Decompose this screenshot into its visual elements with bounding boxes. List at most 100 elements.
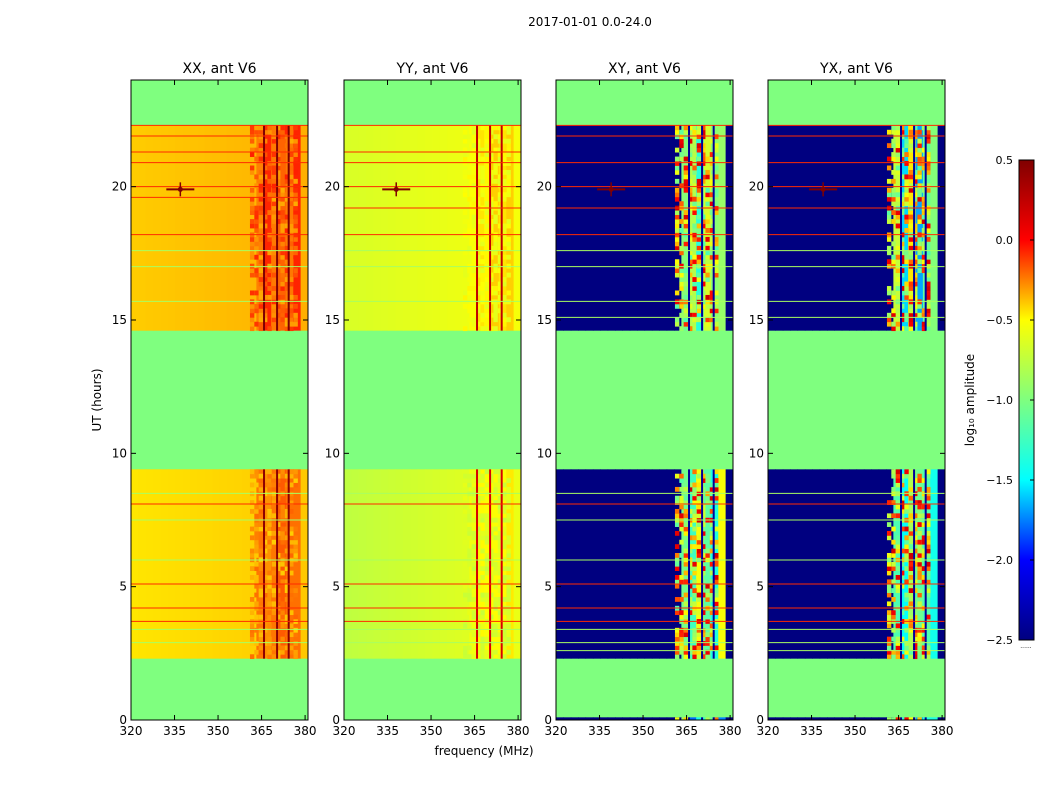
heatmap-cell (506, 632, 511, 638)
heatmap-cell (585, 125, 594, 331)
channel-gap (688, 717, 691, 720)
heatmap-cell (502, 636, 507, 642)
heatmap-cell (701, 566, 706, 572)
heatmap-cell (908, 286, 914, 291)
heatmap-cell (688, 272, 693, 278)
heatmap-cell (284, 286, 290, 291)
heatmap-cell (263, 165, 268, 171)
heatmap-cell (834, 717, 843, 720)
heatmap-cell (705, 717, 710, 720)
y-tick-label: 20 (749, 180, 764, 194)
heatmap-cell (497, 178, 503, 184)
heatmap-cell (502, 277, 507, 282)
heatmap-cell (373, 469, 382, 659)
heatmap-cell (688, 263, 693, 269)
heatmap-cell (276, 552, 281, 558)
heatmap-cell (886, 125, 894, 331)
heatmap-cell (153, 469, 162, 659)
heatmap-cell (289, 636, 294, 642)
heatmap-cell (254, 219, 259, 224)
heatmap-cell (926, 535, 931, 541)
heatmap-cell (930, 125, 939, 331)
heatmap-cell (280, 526, 285, 532)
heatmap-cell (476, 138, 481, 144)
heatmap-cell (497, 192, 503, 198)
heatmap-cell (674, 236, 680, 242)
heatmap-cell (683, 326, 689, 332)
heatmap-cell (696, 294, 702, 300)
heatmap-cell (410, 469, 419, 659)
heatmap-cell (480, 147, 485, 153)
heatmap-cell (913, 147, 918, 153)
channel-gap (913, 469, 916, 659)
heatmap-cell (895, 165, 901, 171)
heatmap-cell (462, 228, 468, 233)
heatmap-cell (467, 286, 472, 291)
heatmap-cell (705, 500, 710, 505)
heatmap-cell (462, 250, 468, 256)
heatmap-cell (886, 219, 892, 224)
heatmap-cell (926, 321, 931, 327)
heatmap-cell (175, 125, 184, 331)
heatmap-cell (258, 303, 264, 309)
heatmap-cell (271, 473, 277, 479)
heatmap-cell (258, 312, 264, 318)
heatmap-cell (498, 469, 507, 659)
heatmap-cell (293, 169, 298, 175)
heatmap-cell (271, 290, 277, 296)
heatmap-cell (871, 469, 880, 659)
heatmap-cell (254, 508, 259, 514)
heatmap-cell (258, 526, 264, 532)
heatmap-cell (913, 187, 918, 193)
heatmap-cell (692, 636, 697, 642)
heatmap-cell (284, 250, 290, 256)
heatmap-cell (937, 125, 945, 331)
heatmap-cell (926, 561, 931, 567)
heatmap-cell (467, 654, 472, 660)
heatmap-cell (891, 138, 896, 144)
heatmap-cell (462, 326, 468, 332)
heatmap-cell (692, 201, 697, 207)
heatmap-cell (249, 610, 255, 616)
heatmap-cell (502, 223, 507, 229)
heatmap-cell (462, 649, 468, 655)
heatmap-cell (249, 272, 255, 278)
heatmap-cell (891, 500, 896, 505)
heatmap-cell (366, 125, 375, 331)
heatmap-cell (709, 482, 715, 488)
heatmap-cell (878, 125, 887, 331)
heatmap-cell (480, 250, 485, 256)
heatmap-cell (705, 263, 710, 269)
heatmap-cell (692, 579, 697, 585)
heatmap-cell (692, 183, 697, 189)
heatmap-cell (679, 201, 684, 207)
heatmap-cell (705, 654, 710, 660)
heatmap-cell (921, 548, 927, 554)
heatmap-cell (403, 125, 411, 331)
heatmap-cell (489, 623, 494, 629)
heatmap-cell (926, 210, 931, 216)
heatmap-cell (471, 552, 477, 558)
heatmap-cell (467, 219, 472, 224)
heatmap-cell (506, 495, 511, 501)
heatmap-cell (679, 614, 684, 620)
heatmap-cell (502, 169, 507, 175)
heatmap-cell (674, 575, 680, 580)
heatmap-cell (886, 196, 892, 202)
heatmap-cell (904, 504, 909, 510)
heatmap-cell (904, 214, 909, 220)
heatmap-cell (467, 134, 472, 140)
heatmap-cell (688, 223, 693, 229)
heatmap-cell (467, 561, 472, 567)
heatmap-cell (258, 645, 264, 651)
heatmap-cell (489, 561, 494, 567)
heatmap-cell (917, 575, 922, 580)
heatmap-cell (904, 250, 909, 256)
heatmap-cell (701, 147, 706, 153)
heatmap-cell (926, 272, 931, 278)
heatmap-cell (714, 174, 719, 180)
heatmap-cell (696, 259, 702, 265)
heatmap-cell (622, 469, 631, 659)
heatmap-cell (489, 473, 494, 479)
